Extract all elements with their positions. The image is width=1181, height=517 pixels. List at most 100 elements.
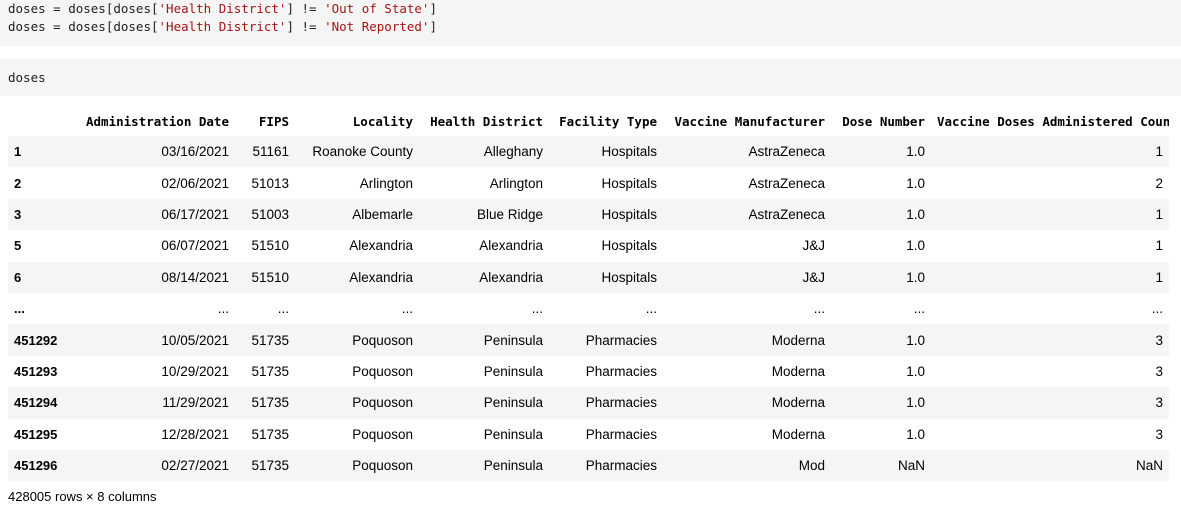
- code-text: ] !=: [286, 19, 325, 34]
- table-cell: 1.0: [906, 238, 925, 254]
- table-cell: Roanoke County: [312, 144, 413, 160]
- column-header: Administration Date: [86, 113, 229, 129]
- table-cell: 51510: [251, 238, 289, 254]
- row-index: 1: [14, 144, 22, 160]
- table-cell: Pharmacies: [585, 395, 657, 411]
- table-cell: 1: [1155, 144, 1163, 160]
- column-header: Vaccine Manufacturer: [674, 113, 825, 129]
- table-cell: Alleghany: [483, 144, 543, 160]
- code-text: ]: [429, 19, 437, 34]
- code-cell-display[interactable]: doses: [0, 59, 1181, 96]
- table-cell: Arlington: [359, 175, 413, 191]
- table-row: 5 06/07/2021 51510 Alexandria Alexandria Hosp…: [8, 230, 1169, 262]
- row-index: 451292: [14, 332, 58, 348]
- code-text: ] !=: [286, 1, 325, 16]
- table-cell: J&J: [802, 238, 825, 254]
- table-cell: 51735: [251, 332, 289, 348]
- table-cell: 51510: [251, 269, 289, 285]
- table-cell: Albemarle: [352, 206, 413, 222]
- table-row: 2 02/06/2021 51013 Arlington Arlington Hospit…: [8, 167, 1169, 199]
- table-cell: ...: [913, 301, 925, 317]
- column-header: Health District: [430, 113, 543, 129]
- table-cell: Poquoson: [352, 458, 413, 474]
- table-cell: 3: [1155, 363, 1163, 379]
- table-cell: ...: [401, 301, 413, 317]
- table-cell: Poquoson: [352, 332, 413, 348]
- column-header: Vaccine Doses Administered Count: [937, 113, 1169, 129]
- table-cell: Hospitals: [601, 144, 657, 160]
- table-cell: Moderna: [771, 363, 825, 379]
- table-cell: J&J: [802, 269, 825, 285]
- row-index: 5: [14, 238, 22, 254]
- table-cell: AstraZeneca: [748, 206, 825, 222]
- table-cell: 08/14/2021: [161, 269, 229, 285]
- table-cell: Blue Ridge: [476, 206, 543, 222]
- table-cell: 12/28/2021: [161, 426, 229, 442]
- dataframe-table: Administration Date FIPS Locality Health Di…: [8, 106, 1169, 482]
- table-cell: Peninsula: [483, 395, 543, 411]
- table-cell: 11/29/2021: [162, 395, 229, 411]
- table-cell: 02/06/2021: [161, 175, 229, 191]
- table-cell: Poquoson: [352, 426, 413, 442]
- table-header-row: Administration Date FIPS Locality Health Di…: [8, 106, 1169, 136]
- column-header: Facility Type: [559, 113, 657, 129]
- table-cell: ...: [813, 301, 825, 317]
- table-cell: 1.0: [906, 144, 925, 160]
- table-cell: 1.0: [906, 426, 925, 442]
- table-cell: 1.0: [906, 175, 925, 191]
- table-cell: ...: [277, 301, 289, 317]
- code-cell-filter[interactable]: doses = doses[doses['Health District'] !…: [0, 0, 1181, 46]
- table-cell: Moderna: [771, 426, 825, 442]
- table-cell: 10/29/2021: [161, 363, 229, 379]
- column-header: FIPS: [258, 113, 289, 129]
- table-cell: Mod: [798, 458, 825, 474]
- table-row: 451296 02/27/2021 51735 Poquoson Peninsula Ph…: [8, 449, 1169, 482]
- column-header: Dose Number: [842, 113, 925, 129]
- table-cell: Hospitals: [601, 206, 657, 222]
- table-cell: 06/17/2021: [161, 206, 229, 222]
- table-cell: 1.0: [906, 395, 925, 411]
- table-cell: 51161: [252, 144, 289, 160]
- table-cell: Pharmacies: [585, 426, 657, 442]
- table-cell: 1.0: [906, 332, 925, 348]
- table-cell: Peninsula: [483, 332, 543, 348]
- table-cell: Pharmacies: [585, 332, 657, 348]
- table-cell: 1: [1155, 269, 1163, 285]
- table-cell: 06/07/2021: [161, 238, 229, 254]
- table-cell: 51735: [251, 363, 289, 379]
- column-header: Locality: [352, 113, 413, 129]
- table-cell: Moderna: [771, 395, 825, 411]
- table-cell: 1.0: [906, 206, 925, 222]
- table-cell: Poquoson: [352, 395, 413, 411]
- row-index: 3: [14, 206, 22, 222]
- table-cell: Peninsula: [483, 426, 543, 442]
- table-cell: 51735: [251, 458, 289, 474]
- row-index: ...: [14, 301, 25, 317]
- code-string: 'Health District': [158, 1, 287, 16]
- table-cell: NaN: [897, 458, 925, 474]
- table-row: 451293 10/29/2021 51735 Poquoson Peninsula Ph…: [8, 355, 1169, 388]
- table-cell: 10/05/2021: [161, 332, 229, 348]
- table-cell: Pharmacies: [585, 458, 657, 474]
- row-index: 2: [14, 175, 22, 191]
- index-header: [8, 106, 68, 136]
- table-cell: 3: [1155, 395, 1163, 411]
- table-row: 451292 10/05/2021 51735 Poquoson Peninsula Ph…: [8, 324, 1169, 356]
- table-body: 1 03/16/2021 51161 Roanoke County Alleghany H…: [8, 136, 1169, 482]
- code-line: doses: [8, 70, 46, 85]
- table-row: ...........................: [8, 292, 1169, 325]
- table-cell: Peninsula: [483, 458, 543, 474]
- row-index: 451293: [14, 363, 58, 379]
- table-row: 6 08/14/2021 51510 Alexandria Alexandria Hosp…: [8, 261, 1169, 293]
- table-cell: Alexandria: [479, 269, 543, 285]
- dataframe-shape: 428005 rows × 8 columns: [8, 489, 157, 504]
- table-cell: 1: [1155, 206, 1163, 222]
- code-text: doses = doses[doses[: [8, 1, 159, 16]
- table-cell: 51003: [251, 206, 289, 222]
- code-line: doses = doses[doses['Health District'] !…: [8, 0, 437, 18]
- table-cell: 3: [1155, 332, 1163, 348]
- code-text: doses = doses[doses[: [8, 19, 159, 34]
- table-cell: Hospitals: [601, 175, 657, 191]
- table-row: 3 06/17/2021 51003 Albemarle Blue Ridge Hospi…: [8, 198, 1169, 231]
- table-cell: 51013: [251, 175, 289, 191]
